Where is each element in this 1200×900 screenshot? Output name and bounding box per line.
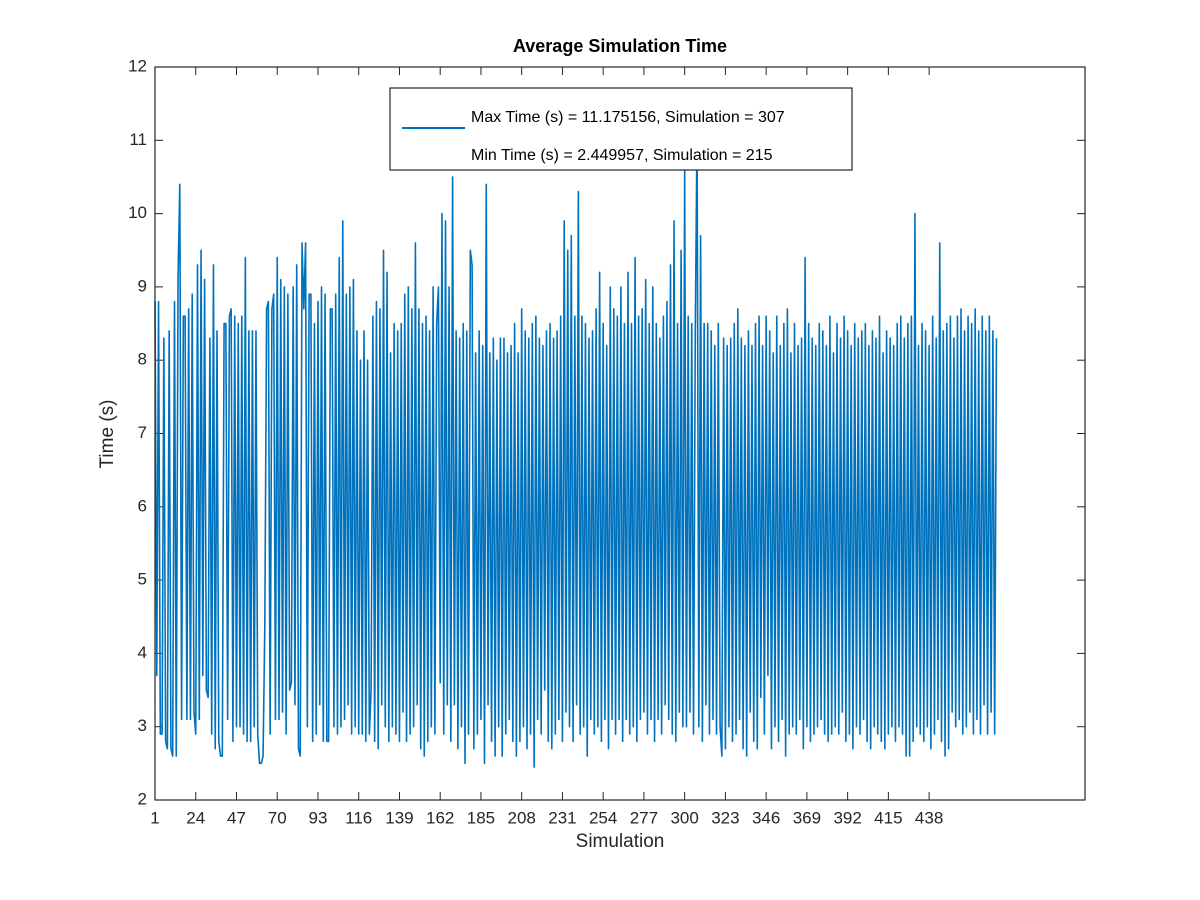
x-tick-label: 93 [309, 808, 328, 827]
x-tick-label: 24 [186, 808, 205, 827]
data-line [154, 126, 998, 768]
x-axis-label: Simulation [576, 831, 665, 852]
x-tick-label: 185 [467, 808, 495, 827]
y-tick-label: 12 [128, 56, 147, 75]
y-tick-label: 8 [138, 350, 147, 369]
legend-label: Min Time (s) = 2.449957, Simulation = 21… [471, 147, 773, 164]
x-tick-label: 300 [670, 808, 698, 827]
legend-label: Max Time (s) = 11.175156, Simulation = 3… [471, 109, 785, 126]
x-tick-label: 415 [874, 808, 902, 827]
x-tick-label: 254 [589, 808, 617, 827]
x-tick-label: 116 [345, 808, 372, 827]
x-tick-label: 346 [752, 808, 780, 827]
chart-title: Average Simulation Time [513, 36, 727, 56]
x-tick-label: 392 [833, 808, 861, 827]
legend-box [389, 87, 853, 171]
x-tick-label: 369 [793, 808, 821, 827]
y-tick-label: 5 [138, 570, 147, 589]
x-tick-label: 162 [426, 808, 454, 827]
x-tick-label: 277 [630, 808, 658, 827]
y-tick-label: 11 [129, 130, 147, 149]
x-tick-label: 231 [548, 808, 576, 827]
y-tick-label: 9 [138, 276, 147, 295]
y-tick-label: 7 [138, 423, 147, 442]
x-tick-label: 70 [268, 808, 287, 827]
y-tick-label: 4 [138, 643, 147, 662]
x-tick-label: 47 [227, 808, 246, 827]
x-tick-label: 208 [507, 808, 535, 827]
y-tick-label: 10 [128, 203, 147, 222]
axes-box [154, 66, 1086, 801]
y-tick-label: 6 [138, 496, 147, 515]
y-axis-label: Time (s) [97, 400, 118, 469]
x-tick-label: 139 [385, 808, 413, 827]
x-tick-label: 1 [150, 808, 159, 827]
y-tick-label: 3 [138, 716, 147, 735]
x-tick-label: 323 [711, 808, 739, 827]
x-tick-label: 438 [915, 808, 943, 827]
y-tick-label: 2 [138, 789, 147, 808]
